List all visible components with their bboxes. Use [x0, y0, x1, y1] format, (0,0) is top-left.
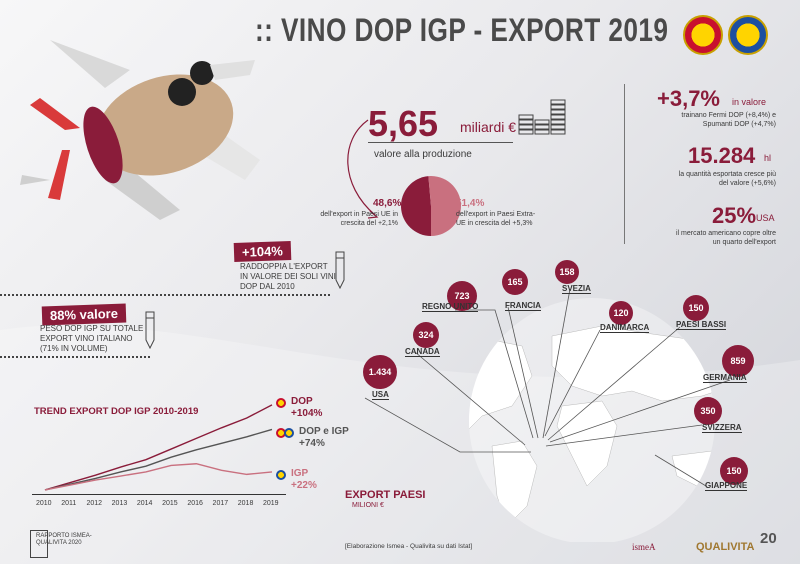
- country-label-francia: FRANCIA: [505, 301, 541, 311]
- dopigp-legend-icon-2: [284, 428, 294, 438]
- trend-line-dop-e-igp: [44, 428, 273, 491]
- legend-dop-value: +104%: [291, 408, 323, 419]
- country-label-paesi-bassi: PAESI BASSI: [676, 320, 727, 330]
- dotted-line-bottom: [0, 356, 150, 358]
- legend-dopigp-label: DOP e IGP: [299, 426, 349, 437]
- x-tick-label: 2016: [187, 500, 203, 507]
- dop-legend-icon: [276, 398, 286, 408]
- stat-volume-text: la quantità esportata cresce più del val…: [678, 171, 776, 187]
- country-bubble-paesi-bassi: 150: [683, 295, 709, 321]
- x-tick-label: 2018: [237, 500, 254, 507]
- pie-slice-extra-ue: [428, 176, 461, 236]
- country-bubble-giappone: 150: [720, 457, 748, 485]
- trend-x-axis: [32, 494, 286, 495]
- country-bubble-svezia: 158: [555, 260, 579, 284]
- x-tick-label: 2010: [36, 500, 52, 507]
- source-note: [Elaborazione Ismea - Qualivita su dati …: [345, 543, 473, 550]
- export-countries-unit: MILIONI €: [352, 502, 384, 509]
- pen-icon: [145, 311, 155, 350]
- main-unit: miliardi €: [460, 119, 517, 135]
- legend-igp-label: IGP: [291, 468, 309, 479]
- country-bubble-danimarca: 120: [609, 301, 633, 325]
- pie-slice-ue: [400, 176, 431, 236]
- world-map: [469, 298, 715, 542]
- trend-line-igp: [44, 463, 273, 491]
- legend-igp-value: +22%: [291, 480, 317, 491]
- page-title: :: VINO DOP IGP - EXPORT 2019: [255, 12, 669, 48]
- eu-extraeu-pie-chart: [400, 176, 461, 236]
- main-value: 5,65: [368, 103, 439, 144]
- x-tick-label: 2011: [61, 500, 77, 507]
- stats-divider: [624, 84, 625, 244]
- stat-usa-unit: USA: [756, 213, 775, 223]
- igp-legend-icon: [276, 470, 286, 480]
- rapporto-logo: [30, 530, 48, 558]
- dop-growth-text: RADDOPPIA L'EXPORT IN VALORE DEI SOLI VI…: [240, 262, 336, 291]
- trend-title: TREND EXPORT DOP IGP 2010-2019: [34, 406, 199, 417]
- x-tick-label: 2015: [162, 500, 178, 507]
- curved-arrow: [347, 119, 379, 219]
- country-label-uk: REGNO UNITO: [422, 302, 479, 312]
- country-bubble-usa: 1.434: [363, 355, 397, 389]
- extraeu-share-value: 51,4%: [456, 198, 485, 209]
- rapporto-text: RAPPORTO ISMEA-QUALIVITA 2020: [36, 533, 92, 546]
- stat-volume-unit: hl: [764, 153, 772, 163]
- country-label-svezia: SVEZIA: [562, 284, 591, 294]
- stat-growth-value: +3,7%: [657, 86, 720, 111]
- pen-icon: [335, 251, 345, 290]
- country-label-danimarca: DANIMARCA: [600, 323, 650, 333]
- country-bubble-svizzera: 350: [694, 397, 722, 425]
- extraeu-share-text: dell'export in Paesi Extra-UE in crescit…: [456, 211, 536, 227]
- country-label-usa: USA: [372, 390, 389, 400]
- country-bubble-canada: 324: [413, 322, 439, 348]
- x-tick-label: 2019: [263, 500, 279, 507]
- dopigp-legend-icon: [276, 428, 286, 438]
- stat-usa-text: il mercato americano copre oltre un quar…: [676, 230, 776, 246]
- trend-line-dop: [44, 404, 273, 491]
- dop-seal-icon: [683, 15, 723, 55]
- country-bubble-francia: 165: [502, 269, 528, 295]
- legend-dopigp-value: +74%: [299, 438, 325, 449]
- legend-dop-label: DOP: [291, 396, 313, 407]
- main-caption: valore alla produzione: [374, 149, 472, 160]
- stat-volume-value: 15.284: [688, 143, 756, 168]
- export-countries-title: EXPORT PAESI: [345, 489, 426, 501]
- country-label-canada: CANADA: [405, 347, 440, 357]
- qualivita-logo: QUALIVITA: [696, 541, 755, 553]
- country-label-germania: GERMANIA: [703, 373, 747, 383]
- weight-text: PESO DOP IGP SU TOTALE EXPORT VINO ITALI…: [40, 324, 144, 353]
- stat-usa-value: 25%: [712, 203, 757, 228]
- anniversary-logo: 20: [760, 530, 777, 547]
- ismea-logo: ismeA: [632, 542, 656, 552]
- igp-seal-icon: [728, 15, 768, 55]
- coins-stack-icon: [518, 99, 566, 135]
- x-tick-label: 2014: [136, 500, 153, 507]
- main-underline: [368, 142, 513, 143]
- country-label-svizzera: SVIZZERA: [702, 423, 742, 433]
- country-label-giappone: GIAPPONE: [705, 481, 748, 491]
- stat-growth-text: trainano Fermi DOP (+8,4%) e Spumanti DO…: [681, 112, 776, 128]
- x-tick-label: 2013: [111, 500, 128, 507]
- cork-airplane-illustration: [20, 40, 260, 220]
- country-bubble-uk: 723: [447, 281, 477, 311]
- eu-share-text: dell'export in Paesi UE in crescita del …: [320, 211, 398, 227]
- x-tick-label: 2012: [86, 500, 103, 507]
- stat-growth-unit: in valore: [732, 97, 767, 107]
- dotted-line-top: [0, 294, 330, 296]
- x-tick-label: 2017: [212, 500, 229, 507]
- eu-share-value: 48,6%: [373, 198, 402, 209]
- country-bubble-germania: 859: [722, 345, 754, 377]
